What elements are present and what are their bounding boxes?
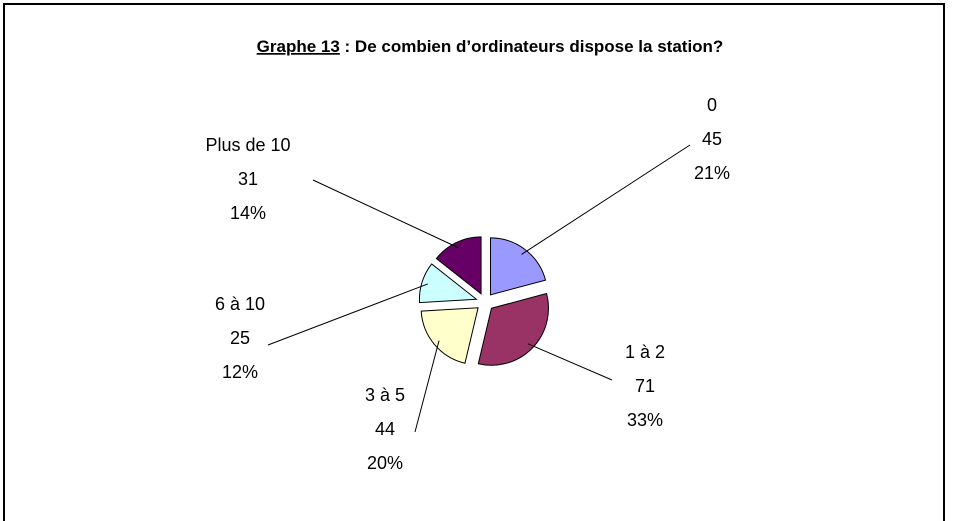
title-number: Graphe 13 <box>257 37 340 56</box>
chart-title: Graphe 13 : De combien d’ordinateurs dis… <box>257 37 724 56</box>
category-label: 6 à 10 <box>215 294 265 314</box>
percent-label: 20% <box>367 453 403 473</box>
leader-line <box>527 343 613 381</box>
pie-slice <box>489 237 547 296</box>
category-label: 0 <box>707 95 717 115</box>
percent-label: 33% <box>627 410 663 430</box>
value-label: 45 <box>702 129 722 149</box>
category-label: Plus de 10 <box>205 135 290 155</box>
category-label: 1 à 2 <box>625 342 665 362</box>
pie-slice <box>418 263 478 304</box>
category-label: 3 à 5 <box>365 385 405 405</box>
pie-slice <box>420 307 479 364</box>
pie-slice <box>477 292 549 366</box>
value-label: 25 <box>230 328 250 348</box>
chart-border <box>3 3 945 521</box>
percent-label: 21% <box>694 163 730 183</box>
percent-label: 12% <box>222 362 258 382</box>
value-label: 44 <box>375 419 395 439</box>
leader-line <box>521 144 691 255</box>
pie-slice <box>435 236 482 295</box>
title-text: : De combien d’ordinateurs dispose la st… <box>340 37 724 56</box>
percent-label: 14% <box>230 203 266 223</box>
value-label: 71 <box>635 376 655 396</box>
value-label: 31 <box>238 169 258 189</box>
leader-line <box>414 340 440 433</box>
leader-line <box>312 179 460 249</box>
leader-line <box>267 283 428 346</box>
